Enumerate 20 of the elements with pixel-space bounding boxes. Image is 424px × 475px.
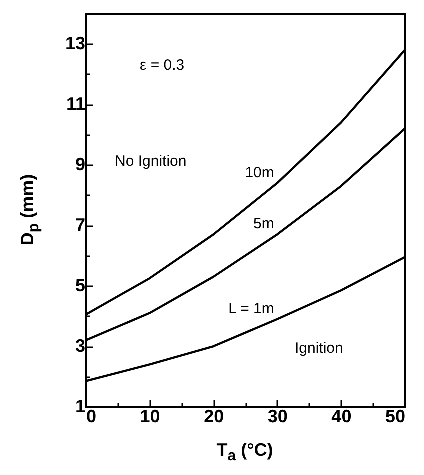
series-label: 10m xyxy=(245,164,274,182)
x-tick-label: 40 xyxy=(332,406,352,426)
x-tick-label: 10 xyxy=(140,406,160,426)
annotation: Ignition xyxy=(295,340,344,357)
y-tick-label: 1 xyxy=(75,396,86,416)
y-tick-label: 7 xyxy=(75,215,86,236)
series-label: 5m xyxy=(254,216,274,233)
x-axis-title: T$_{a}$ (°C) xyxy=(216,440,274,465)
annotation: No Ignition xyxy=(115,153,187,170)
y-tick-label: 13 xyxy=(65,34,86,54)
x-tick-label: 50 xyxy=(385,406,406,426)
x-tick-label: 30 xyxy=(268,406,288,426)
y-tick-label: 11 xyxy=(66,94,86,114)
y-tick-label: 9 xyxy=(75,154,86,175)
annotation: ε = 0.3 xyxy=(140,57,185,74)
y-tick-label: 3 xyxy=(75,336,86,356)
x-tick-label: 0 xyxy=(86,406,97,426)
y-tick-label: 5 xyxy=(75,276,86,296)
x-tick-label: 20 xyxy=(204,406,224,426)
series-label: L = 1m xyxy=(228,300,274,318)
